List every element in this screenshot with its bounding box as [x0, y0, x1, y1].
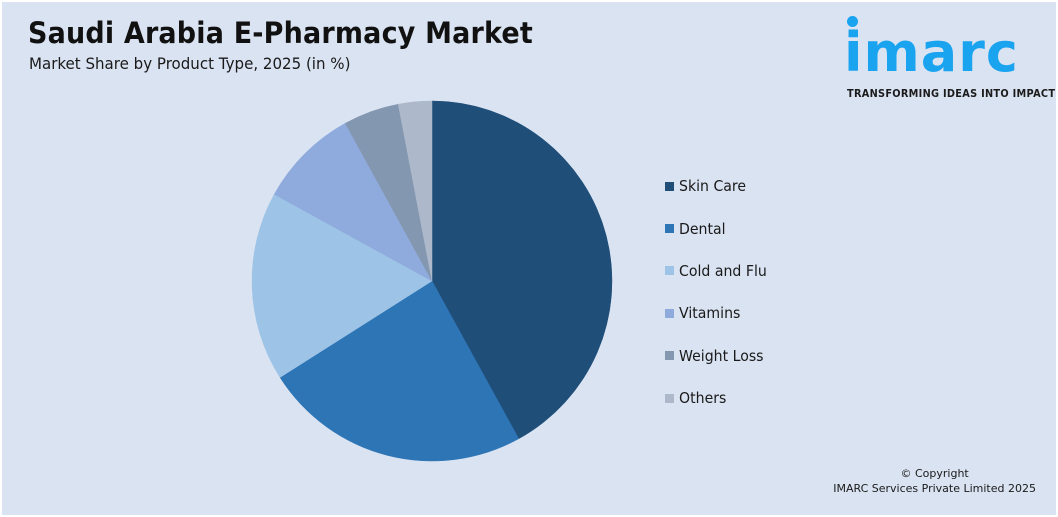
pie-slice-skin-care [431, 100, 613, 440]
imarc-logo: imarc TRANSFORMING IDEAS INTO IMPACT [840, 12, 1055, 102]
chart-subtitle: Market Share by Product Type, 2025 (in %… [29, 54, 351, 73]
pie-slice-dental [279, 280, 520, 462]
logo-dot-icon [847, 16, 858, 27]
legend-item-cold-and-flu: Cold and Flu [665, 250, 772, 292]
legend-item-others: Others [665, 377, 772, 419]
legend-item-dental: Dental [665, 207, 772, 249]
logo-tagline: TRANSFORMING IDEAS INTO IMPACT [847, 88, 1056, 100]
copyright-line-1: © Copyright [900, 467, 969, 480]
legend-swatch-icon [665, 393, 674, 403]
legend-label: Cold and Flu [679, 261, 767, 280]
logo-wordmark: imarc [844, 21, 1019, 84]
legend-swatch-icon [665, 224, 674, 234]
legend-label: Weight Loss [679, 346, 764, 365]
pie-slice-others [397, 100, 433, 282]
copyright-notice: © Copyright IMARC Services Private Limit… [833, 466, 1036, 496]
legend-label: Skin Care [679, 177, 747, 196]
legend-item-weight-loss: Weight Loss [665, 335, 772, 377]
legend-label: Dental [679, 219, 726, 238]
legend-swatch-icon [665, 308, 674, 318]
legend-label: Others [679, 389, 727, 408]
legend-label: Vitamins [679, 304, 741, 323]
pie-slice-cold-and-flu [251, 193, 433, 378]
legend-swatch-icon [665, 266, 674, 276]
copyright-line-2: IMARC Services Private Limited 2025 [833, 482, 1036, 495]
pie-slice-vitamins [273, 122, 433, 282]
pie-chart [251, 100, 613, 462]
legend-item-vitamins: Vitamins [665, 292, 772, 334]
chart-legend: Skin Care Dental Cold and Flu Vitamins Weigh… [665, 165, 772, 419]
legend-swatch-icon [665, 351, 674, 361]
legend-swatch-icon [665, 181, 674, 191]
chart-title: Saudi Arabia E-Pharmacy Market [28, 16, 533, 50]
legend-item-skin-care: Skin Care [665, 165, 772, 207]
